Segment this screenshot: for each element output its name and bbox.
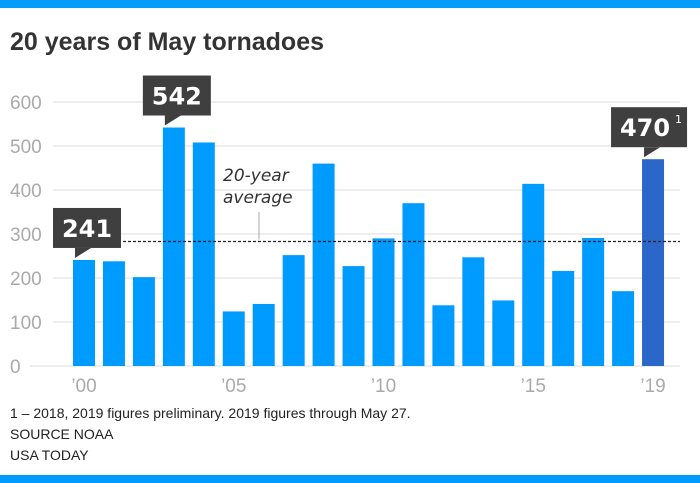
y-tick-label: 0 (10, 357, 21, 378)
bar-18 (612, 291, 635, 366)
callout-pointer (644, 147, 661, 158)
y-tick-label: 500 (10, 137, 42, 158)
x-tick-label: ’00 (71, 376, 96, 397)
callout-box (611, 107, 688, 148)
bar-16 (552, 270, 575, 366)
bar-04 (192, 142, 215, 366)
x-tick-label: ’19 (640, 376, 665, 397)
bar-00 (73, 259, 95, 366)
bar-12 (432, 305, 455, 366)
y-tick-label: 200 (10, 269, 42, 290)
x-tick-label: ’15 (521, 376, 546, 397)
callout-box (53, 207, 121, 248)
y-tick-label: 600 (10, 93, 42, 114)
bar-01 (102, 261, 125, 366)
callout-box (142, 75, 211, 116)
source: SOURCE NOAA (10, 426, 114, 442)
bar-02 (132, 277, 155, 366)
footnote: 1 – 2018, 2019 figures preliminary. 2019… (10, 405, 411, 421)
x-tick-label: ’10 (371, 376, 396, 397)
y-tick-label: 100 (10, 313, 42, 334)
y-tick-label: 400 (10, 181, 42, 202)
callout-footnote-marker: 1 (675, 113, 682, 126)
callout-value: 470 (620, 114, 670, 142)
top-band (0, 0, 700, 8)
average-label: 20-year (223, 166, 290, 186)
bar-08 (312, 163, 335, 366)
bar-15 (522, 183, 545, 366)
average-label: average (223, 188, 293, 208)
callout-pointer (164, 115, 181, 126)
bar-17 (582, 237, 605, 366)
callout-value: 241 (62, 215, 112, 243)
callout-pointer (75, 247, 91, 258)
bar-14 (492, 300, 515, 366)
bar-13 (462, 257, 485, 366)
bottom-band (0, 475, 700, 483)
bar-06 (252, 303, 275, 366)
bar-09 (342, 266, 365, 366)
callout-value: 542 (152, 83, 202, 111)
x-tick-label: ’05 (221, 376, 246, 397)
bar-07 (282, 255, 305, 366)
bar-19 (642, 159, 665, 366)
bar-05 (222, 311, 245, 366)
bar-03 (162, 127, 185, 367)
y-tick-label: 300 (10, 225, 42, 246)
bar-10 (372, 238, 395, 366)
bar-11 (402, 203, 425, 366)
credit: USA TODAY (10, 447, 89, 463)
chart-title: 20 years of May tornadoes (10, 28, 325, 56)
